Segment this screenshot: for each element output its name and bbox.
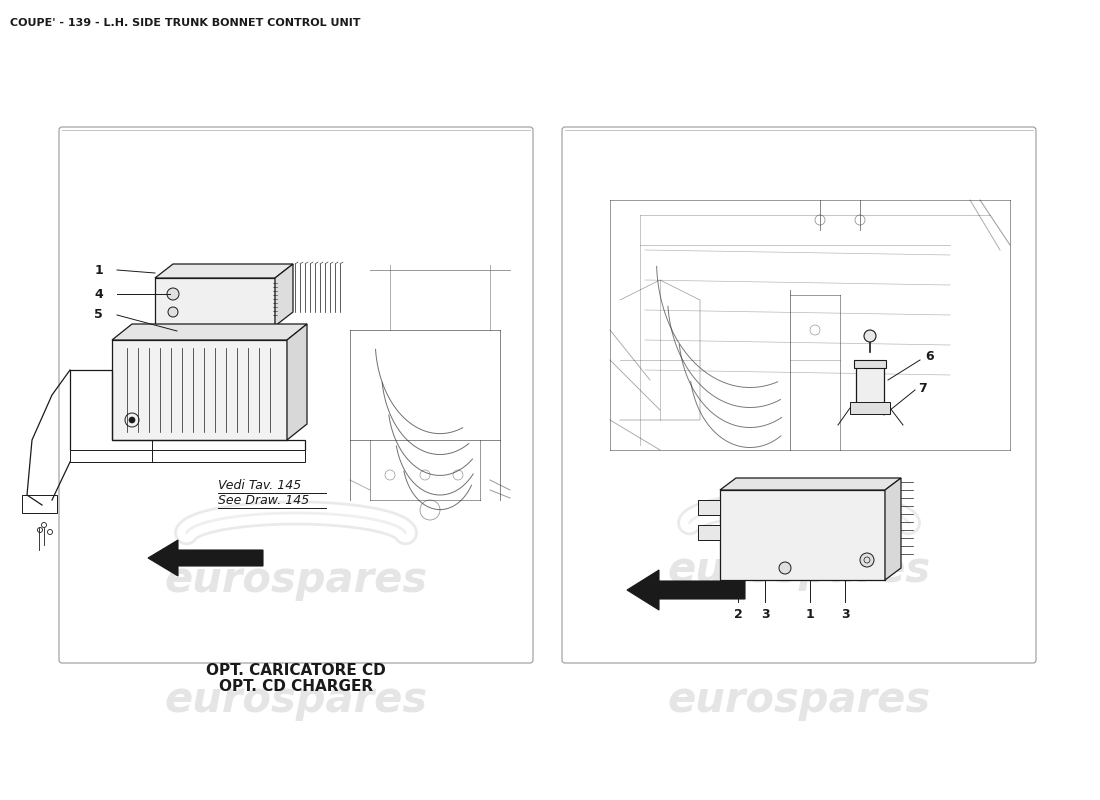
- Bar: [720, 490, 886, 580]
- Text: eurospares: eurospares: [668, 679, 931, 721]
- Bar: [854, 360, 886, 368]
- Text: Vedi Tav. 145: Vedi Tav. 145: [218, 479, 301, 492]
- Text: 1: 1: [95, 263, 103, 277]
- Bar: [155, 278, 275, 326]
- Polygon shape: [627, 570, 745, 610]
- Bar: [698, 500, 720, 515]
- Polygon shape: [886, 478, 901, 580]
- Circle shape: [129, 417, 135, 423]
- Circle shape: [860, 553, 875, 567]
- Text: eurospares: eurospares: [668, 549, 931, 591]
- Bar: [850, 402, 890, 414]
- Bar: [112, 340, 287, 440]
- Bar: [177, 326, 205, 336]
- FancyBboxPatch shape: [562, 127, 1036, 663]
- Text: eurospares: eurospares: [164, 559, 428, 601]
- FancyBboxPatch shape: [59, 127, 534, 663]
- Text: 2: 2: [734, 608, 742, 621]
- Text: 4: 4: [95, 287, 103, 301]
- Text: OPT. CARICATORE CD: OPT. CARICATORE CD: [206, 663, 386, 678]
- Circle shape: [779, 562, 791, 574]
- Polygon shape: [287, 324, 307, 440]
- Text: COUPE' - 139 - L.H. SIDE TRUNK BONNET CONTROL UNIT: COUPE' - 139 - L.H. SIDE TRUNK BONNET CO…: [10, 18, 361, 28]
- Bar: [22, 495, 57, 513]
- Circle shape: [864, 330, 876, 342]
- Polygon shape: [155, 264, 293, 278]
- Text: 1: 1: [805, 608, 814, 621]
- Circle shape: [168, 307, 178, 317]
- Polygon shape: [148, 540, 263, 576]
- Polygon shape: [720, 478, 901, 490]
- Bar: [70, 450, 305, 462]
- Polygon shape: [275, 264, 293, 326]
- Circle shape: [167, 288, 179, 300]
- Bar: [856, 366, 884, 406]
- Text: OPT. CD CHARGER: OPT. CD CHARGER: [219, 679, 373, 694]
- Text: 3: 3: [761, 608, 769, 621]
- Text: 5: 5: [95, 309, 103, 322]
- Polygon shape: [112, 324, 307, 340]
- Bar: [698, 525, 720, 540]
- Text: eurospares: eurospares: [164, 679, 428, 721]
- Text: 7: 7: [918, 382, 926, 394]
- Text: 6: 6: [925, 350, 934, 363]
- Text: See Draw. 145: See Draw. 145: [218, 494, 309, 507]
- Text: 3: 3: [840, 608, 849, 621]
